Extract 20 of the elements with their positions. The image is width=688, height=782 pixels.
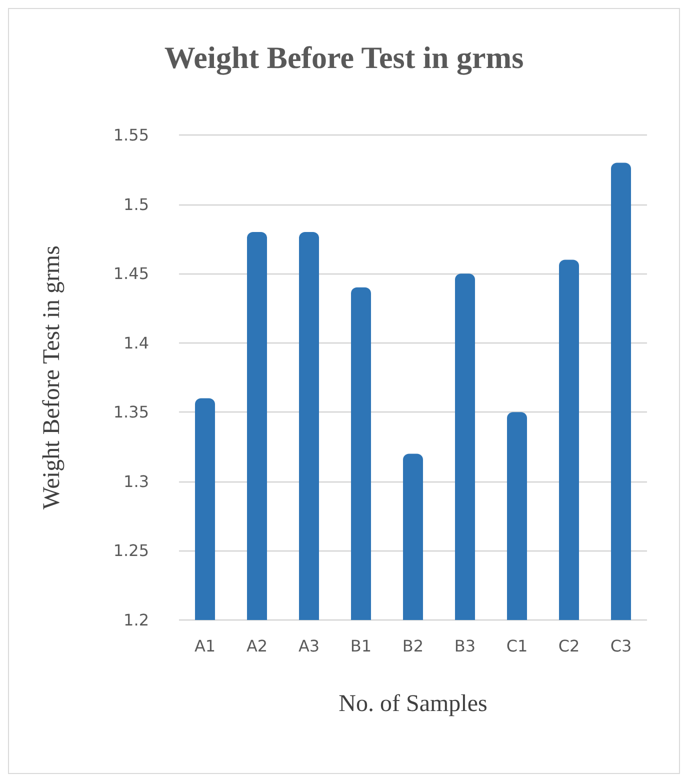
chart-title: Weight Before Test in grms [164,40,524,75]
y-tick-label: 1.55 [113,126,149,144]
y-axis-title: Weight Before Test in grms [39,246,65,510]
x-tick-label: C1 [506,636,528,656]
y-tick-label: 1.35 [113,402,149,422]
y-tick-label: 1.25 [113,541,149,560]
x-tick-label: A3 [298,636,320,656]
x-tick-label: B3 [454,636,476,656]
x-tick-label: A1 [194,636,216,656]
x-tick-label: B2 [402,636,424,656]
x-tick-label: C3 [610,636,632,656]
x-tick-label: A2 [246,636,268,656]
y-tick-label: 1.45 [113,264,149,284]
x-axis-title: No. of Samples [338,691,488,717]
y-tick-label: 1.4 [124,333,149,352]
y-tick-label: 1.2 [124,610,149,630]
y-tick-label: 1.3 [124,472,149,491]
x-tick-label: C2 [558,636,580,656]
y-tick-label: 1.5 [124,194,149,214]
x-tick-label: B1 [350,636,372,656]
